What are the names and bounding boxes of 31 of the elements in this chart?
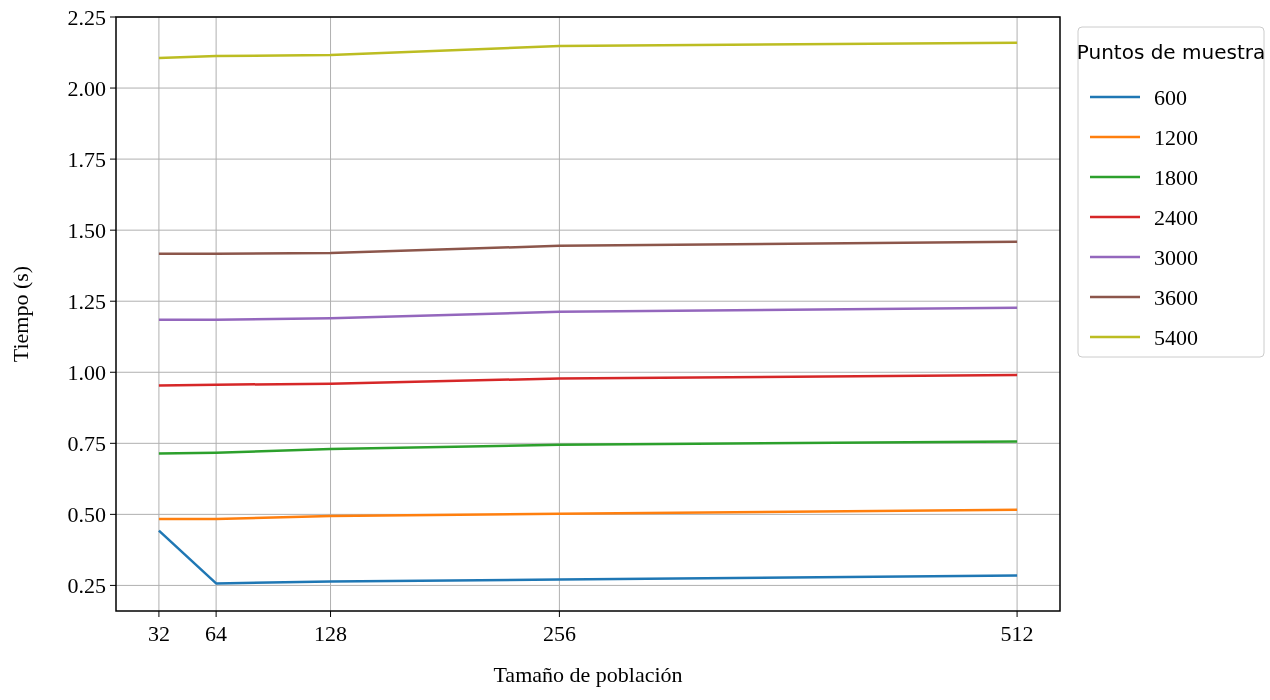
x-tick-label: 64: [205, 621, 228, 646]
y-tick-label: 1.75: [67, 146, 106, 172]
line-series: [157, 373, 1019, 387]
line-series: [157, 529, 1019, 585]
legend-label: 3600: [1154, 284, 1198, 310]
y-axis-title: Tiempo (s): [8, 265, 33, 363]
y-tick-label: 2.00: [67, 75, 106, 101]
x-tick-label: 32: [147, 621, 170, 646]
y-tick-label: 1.25: [67, 288, 106, 314]
y-tick-label: 0.50: [67, 502, 106, 528]
y-tick-label: 1.00: [67, 359, 106, 385]
y-tick-label: 0.25: [67, 573, 106, 599]
legend-label: 600: [1154, 84, 1187, 110]
line-series: [157, 440, 1019, 455]
x-tick-label: 512: [1000, 621, 1034, 646]
legend-label: 1200: [1154, 124, 1198, 150]
line-series: [157, 306, 1019, 321]
y-tick-label: 1.50: [67, 217, 106, 243]
y-tick-label: 2.25: [67, 4, 106, 30]
x-axis-title: Tamaño de población: [493, 662, 683, 687]
line-series: [157, 508, 1019, 521]
line-series: [157, 41, 1019, 60]
x-tick-label: 256: [542, 621, 576, 646]
legend-label: 3000: [1154, 244, 1198, 270]
legend-label: 2400: [1154, 204, 1198, 230]
line-series: [157, 240, 1019, 255]
x-tick-label: 128: [314, 621, 348, 646]
legend-label: 1800: [1154, 164, 1198, 190]
legend-label: 5400: [1154, 324, 1198, 350]
legend-title: Puntos de muestra: [1076, 40, 1266, 64]
y-tick-label: 0.75: [67, 431, 106, 457]
